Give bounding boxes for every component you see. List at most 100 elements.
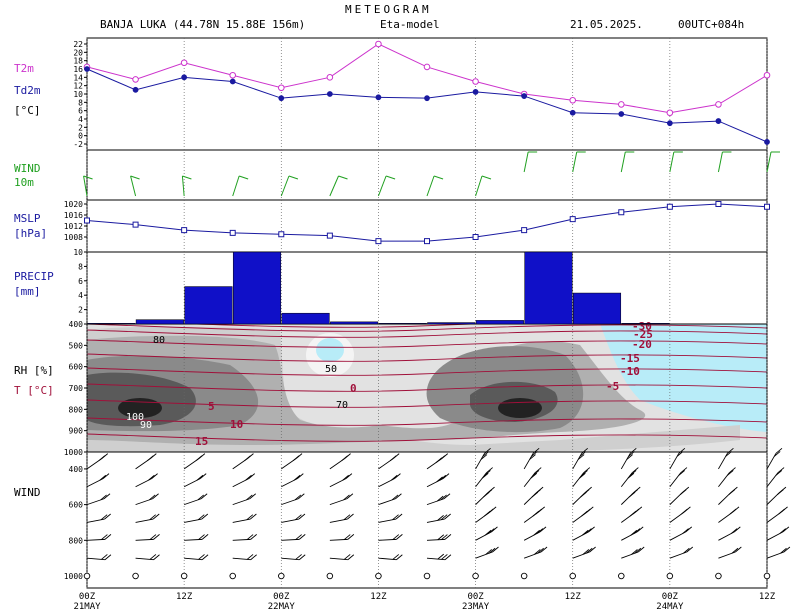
wind-barb-flag: [532, 470, 540, 476]
td2m-point: [618, 111, 625, 117]
td2m-point: [326, 91, 333, 97]
wind-barb-flag: [244, 455, 251, 462]
wind-barb-flag: [198, 534, 205, 540]
isotherm-label-2: -20: [632, 338, 652, 351]
wind-barb-flag: [396, 554, 403, 561]
wind-calm-circle: [520, 572, 528, 580]
wind-barb-flag: [539, 526, 547, 533]
wind-barb-flag: [436, 495, 444, 502]
wind-barb-flag: [730, 528, 738, 534]
wind-barb-flag: [488, 547, 496, 554]
x-tick-date-2: 22MAY: [268, 602, 296, 612]
wind-barb-flag: [727, 470, 734, 476]
wind-barb-flag: [101, 534, 108, 540]
td2m-point: [521, 93, 528, 99]
temp-unit-label: [°C]: [14, 104, 41, 117]
wind-barb-flag: [390, 474, 398, 481]
t2m-label: T2m: [14, 62, 34, 75]
wind-barb-flag: [585, 528, 592, 534]
wind-barb-flag: [200, 493, 208, 500]
precip-tick-label-4: 2: [78, 306, 83, 315]
wind-barb-flag: [579, 451, 587, 457]
wind-barb-flag: [725, 451, 732, 457]
wind10-barb-flag-6: [385, 175, 396, 180]
wind-barb-flag: [197, 514, 205, 521]
wind-calm-circle: [278, 572, 285, 580]
wind-barb-flag: [581, 470, 588, 476]
wind10-barb-staff-0: [83, 175, 88, 197]
wind-barb-flag: [298, 534, 306, 540]
wind-barb-flag: [100, 494, 107, 501]
mslp-point: [181, 227, 188, 234]
wind-profile-label: WIND: [14, 486, 41, 499]
wind-barb-flag: [98, 455, 106, 462]
wind-calm-circle: [180, 572, 188, 580]
wind-barb-flag: [480, 454, 488, 460]
wind-barb-flag: [246, 554, 254, 560]
wind-barb-flag: [149, 534, 157, 540]
isotherm-label-7: 5: [208, 400, 215, 413]
wind-barb-flag: [491, 526, 498, 533]
wind-calm-circle: [569, 572, 576, 580]
mslp-tick-label-0: 1020: [64, 200, 83, 209]
td2m-point: [472, 89, 479, 95]
wind10-barb-staff-9: [523, 151, 529, 173]
isotherm-label-8: 10: [230, 418, 243, 431]
td2m-point: [229, 78, 236, 85]
wind-barb-flag: [529, 454, 536, 460]
wind10-barb-staff-14: [766, 151, 772, 173]
wind-barb-flag: [437, 515, 444, 521]
wind-barb-flag: [444, 513, 451, 520]
wind-barb-flag: [297, 473, 304, 479]
wind-barb-flag: [632, 467, 639, 473]
wind-barb-flag: [149, 554, 157, 560]
td2m-point: [569, 109, 576, 116]
wind-barb-flag: [536, 528, 544, 534]
wind10-barb-staff-4: [280, 175, 290, 197]
x-tick-label-0: 00Z: [79, 592, 96, 602]
wind-barb-flag: [198, 554, 205, 560]
wind-barb-flag: [775, 470, 783, 476]
wind-barb-flag: [153, 554, 160, 561]
mslp-point: [666, 203, 673, 210]
wind10-barb-flag-5: [338, 175, 348, 180]
wind-barb-flag: [347, 513, 354, 520]
wind-barb-flag: [533, 529, 540, 536]
wind-barb-flag: [295, 554, 302, 560]
wind-barb-flag: [245, 474, 252, 481]
t2m-point: [375, 40, 382, 48]
precip-bar: [330, 321, 379, 325]
wind-barb-flag: [396, 534, 403, 540]
wind-barb-flag: [534, 549, 541, 555]
wind-barb-flag: [104, 534, 112, 540]
x-tick-label-2: 00Z: [273, 592, 290, 602]
wind-barb-flag: [104, 513, 111, 520]
wind-barb-flag: [395, 493, 402, 500]
rh-label-4: 100: [126, 412, 144, 423]
chart-title: METEOGRAM: [345, 3, 432, 16]
wind-barb-flag: [582, 549, 590, 555]
wind-barb-flag: [441, 534, 448, 540]
wind-barb-flag: [579, 472, 586, 479]
precip-bar: [87, 323, 136, 325]
wind-calm-circle: [618, 572, 625, 580]
wind-barb-flag: [481, 472, 489, 479]
wind-barb-flag: [250, 513, 257, 520]
wind-barb-flag: [104, 554, 112, 561]
wind-barb-flag: [343, 494, 350, 501]
mslp-point: [521, 227, 528, 234]
wind-calm-circle: [715, 572, 722, 580]
isotherm-2: [87, 329, 767, 338]
wind-barb-flag: [437, 553, 445, 560]
wind-barb-flag: [250, 534, 257, 540]
wind-barb-flag: [630, 529, 638, 536]
wind-barb-flag: [392, 534, 400, 540]
precip-tick-label-3: 4: [78, 291, 83, 300]
wind10-barb-staff-13: [717, 151, 723, 173]
t2m-line: [86, 43, 768, 114]
wind-barb-flag: [392, 514, 399, 521]
wind-barb-flag: [482, 451, 490, 457]
temp-tick-label-5: 12: [73, 82, 83, 91]
wind10-barb-staff-12: [669, 151, 675, 173]
